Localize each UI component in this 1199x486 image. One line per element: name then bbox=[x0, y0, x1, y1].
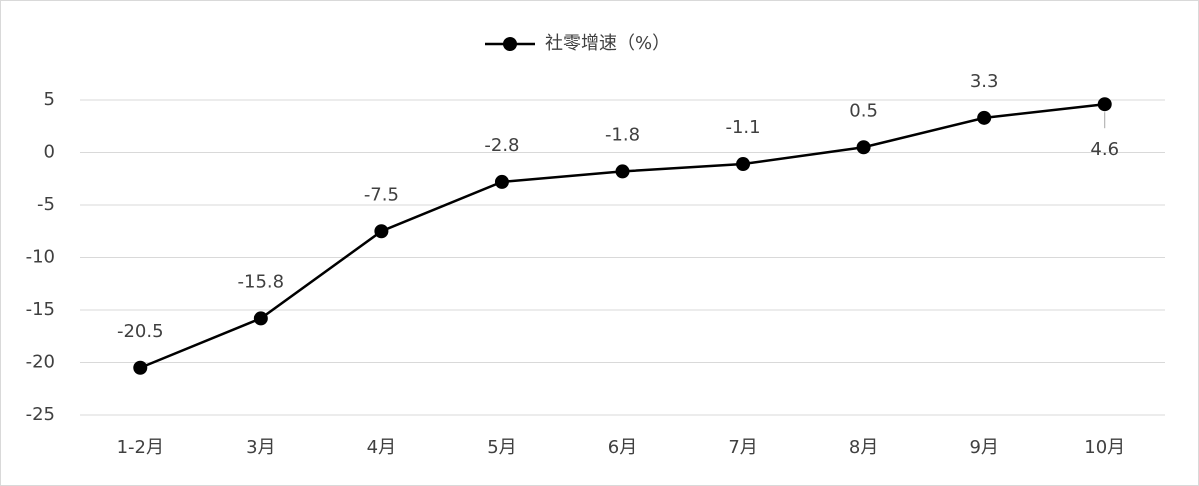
point bbox=[374, 224, 389, 239]
x-tick-label: 5月 bbox=[487, 437, 516, 458]
x-tick-label: 6月 bbox=[608, 437, 637, 458]
point bbox=[856, 140, 871, 155]
y-tick-label: -10 bbox=[26, 247, 55, 268]
x-tick-label: 8月 bbox=[849, 437, 878, 458]
data-label: -7.5 bbox=[364, 184, 399, 205]
data-label: 3.3 bbox=[970, 71, 999, 92]
y-tick-label: -25 bbox=[26, 404, 55, 425]
x-tick-label: 7月 bbox=[728, 437, 757, 458]
legend-label: 社零增速（%） bbox=[545, 33, 670, 54]
y-tick-label: 5 bbox=[44, 89, 55, 110]
point bbox=[736, 157, 751, 172]
point bbox=[1097, 97, 1112, 112]
point bbox=[253, 311, 268, 326]
data-label: -1.1 bbox=[725, 117, 760, 138]
point bbox=[977, 110, 992, 125]
data-label: -2.8 bbox=[484, 135, 519, 156]
x-tick-label: 4月 bbox=[367, 437, 396, 458]
y-tick-label: -15 bbox=[26, 299, 55, 320]
point bbox=[494, 174, 509, 189]
x-tick-label: 10月 bbox=[1084, 437, 1125, 458]
y-tick-label: -20 bbox=[26, 352, 55, 373]
x-tick-label: 9月 bbox=[969, 437, 998, 458]
data-label: 0.5 bbox=[849, 100, 878, 121]
point bbox=[615, 164, 630, 179]
y-tick-label: -5 bbox=[37, 194, 55, 215]
legend-marker bbox=[503, 37, 517, 51]
x-tick-label: 1-2月 bbox=[117, 437, 164, 458]
data-label: 4.6 bbox=[1090, 139, 1119, 160]
data-label: -1.8 bbox=[605, 124, 640, 145]
data-label: -20.5 bbox=[117, 321, 164, 342]
x-tick-label: 3月 bbox=[246, 437, 275, 458]
point bbox=[133, 360, 148, 375]
data-label: -15.8 bbox=[238, 271, 285, 292]
y-tick-label: 0 bbox=[44, 142, 55, 163]
